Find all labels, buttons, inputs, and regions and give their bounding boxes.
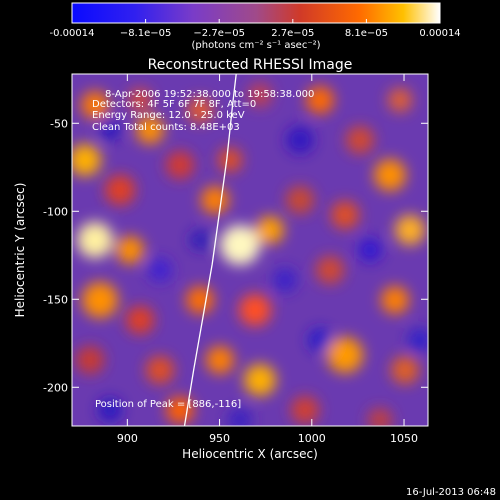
intensity-blob [358,238,382,262]
intensity-blob [100,120,120,140]
intensity-blob [186,286,214,314]
intensity-blob [248,83,272,107]
intensity-blob [286,186,314,214]
heatmap-image [72,74,428,426]
colorbar-tick-label: -0.00014 [50,28,95,39]
y-tick-label: -200 [43,381,68,394]
x-tick-label: 950 [209,432,230,445]
x-axis-label: Heliocentric X (arcsec) [182,447,318,461]
plot-frame [71,73,429,427]
x-tick-label: 1000 [298,432,326,445]
annotation-line: Energy Range: 12.0 - 25.0 keV [92,110,245,121]
x-tick-label: 900 [117,432,138,445]
intensity-blob [273,268,297,292]
colorbar-tick-label: 8.1e−05 [345,28,388,39]
intensity-blob [239,294,271,326]
intensity-blob [228,408,252,426]
intensity-blob [220,225,260,265]
intensity-blob [187,97,213,123]
annotation-line: 8-Apr-2006 19:52:38.000 to 19:58:38.000 [105,89,314,100]
colorbar-tick-label: −8.1e−05 [120,28,172,39]
colorbar [71,2,441,24]
annotation-line: Clean Total counts: 8.48E+03 [92,122,240,133]
intensity-blob [286,126,314,154]
intensity-blob [331,201,359,229]
intensity-blob [381,286,409,314]
intensity-blob [77,222,113,258]
intensity-blob [306,86,334,114]
y-tick-label: -100 [43,205,68,218]
intensity-blob [308,328,332,352]
x-tick-label: 1050 [390,432,418,445]
intensity-blob [81,91,109,119]
intensity-blob [327,337,363,373]
intensity-blob [391,356,419,384]
intensity-blob [395,215,425,245]
intensity-blob [76,346,104,374]
footer-timestamp: 16-Jul-2013 06:48 [406,487,496,498]
intensity-blob [218,148,242,172]
intensity-blob [105,175,135,205]
intensity-blob [98,398,122,422]
intensity-blob [388,88,412,112]
y-tick-label: -50 [50,117,68,130]
intensity-blob [72,144,101,176]
intensity-blob [291,396,319,424]
intensity-blob [368,408,392,426]
intensity-blob [346,126,374,154]
axes: 900 950 1000 1050 -50 -100 -150 -200 [43,74,428,445]
annotation-line: Position of Peak = [886,-116] [95,399,241,410]
annotations: 8-Apr-2006 19:52:38.000 to 19:58:38.000D… [92,89,314,410]
colorbar-ticks: -0.00014 −8.1e−05 −2.7e−05 2.7e−05 8.1e−05 0.… [50,19,461,39]
intensity-blob [136,116,164,144]
intensity-blob [126,306,154,334]
intensity-blob [206,346,234,374]
intensity-blob [116,236,144,264]
intensity-blob [256,216,284,244]
colorbar-tick-label: 2.7e−05 [271,28,314,39]
colorbar-tick-label: −2.7e−05 [193,28,245,39]
colorbar-units: (photons cm⁻² s⁻¹ asec⁻²) [191,40,320,51]
intensity-blob [190,230,210,250]
intensity-blob [148,258,172,282]
intensity-blob [201,186,229,214]
chart-title: Reconstructed RHESSI Image [148,57,353,73]
annotation-line: Detectors: 4F 5F 6F 7F 8F, Att=0 [92,99,256,110]
intensity-blob [408,328,428,352]
intensity-blob [146,356,174,384]
intensity-blob [316,256,344,284]
intensity-blob [166,151,194,179]
intensity-blob [244,364,276,396]
intensity-blob [128,88,152,112]
intensity-blob [166,396,194,424]
intensity-blob [82,282,118,318]
y-tick-label: -150 [43,293,68,306]
y-axis-label: Heliocentric Y (arcsec) [13,183,27,318]
intensity-blob [374,159,406,191]
solar-limb-curve [183,74,237,426]
colorbar-tick-label: 0.00014 [419,28,460,39]
